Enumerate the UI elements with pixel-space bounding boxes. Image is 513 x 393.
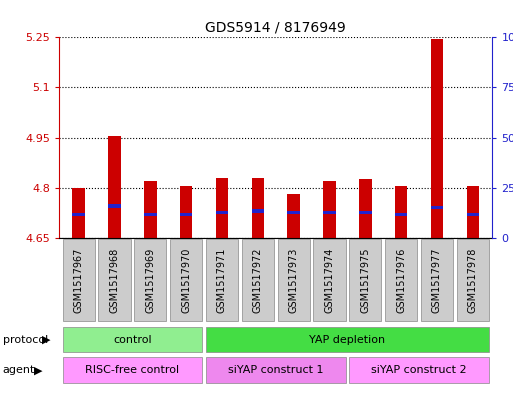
FancyBboxPatch shape <box>313 239 346 321</box>
Bar <box>108 136 121 238</box>
FancyBboxPatch shape <box>349 358 489 383</box>
FancyBboxPatch shape <box>98 239 131 321</box>
Bar <box>323 211 336 214</box>
Text: YAP depletion: YAP depletion <box>309 334 385 345</box>
FancyBboxPatch shape <box>63 239 95 321</box>
Bar <box>144 181 156 238</box>
FancyBboxPatch shape <box>457 239 489 321</box>
FancyBboxPatch shape <box>63 358 202 383</box>
Bar <box>431 206 443 209</box>
Text: GSM1517974: GSM1517974 <box>325 247 334 313</box>
FancyBboxPatch shape <box>134 239 167 321</box>
Bar <box>466 186 479 238</box>
Bar <box>395 213 407 216</box>
FancyBboxPatch shape <box>421 239 453 321</box>
Bar <box>287 211 300 214</box>
Text: GSM1517976: GSM1517976 <box>396 247 406 313</box>
FancyBboxPatch shape <box>385 239 417 321</box>
Text: siYAP construct 2: siYAP construct 2 <box>371 365 467 375</box>
Text: GSM1517969: GSM1517969 <box>145 247 155 313</box>
FancyBboxPatch shape <box>206 358 346 383</box>
Text: ▶: ▶ <box>42 334 51 345</box>
Title: GDS5914 / 8176949: GDS5914 / 8176949 <box>205 21 346 35</box>
Bar <box>359 179 371 238</box>
Text: GSM1517971: GSM1517971 <box>217 247 227 313</box>
FancyBboxPatch shape <box>349 239 382 321</box>
Text: GSM1517973: GSM1517973 <box>289 247 299 313</box>
Text: GSM1517975: GSM1517975 <box>360 247 370 313</box>
Bar <box>359 211 371 214</box>
Text: GSM1517970: GSM1517970 <box>181 247 191 313</box>
Text: GSM1517977: GSM1517977 <box>432 247 442 313</box>
FancyBboxPatch shape <box>170 239 202 321</box>
FancyBboxPatch shape <box>206 239 238 321</box>
Bar <box>431 39 443 238</box>
Bar <box>287 194 300 238</box>
FancyBboxPatch shape <box>63 327 202 352</box>
Text: ▶: ▶ <box>34 365 43 375</box>
Text: protocol: protocol <box>3 334 48 345</box>
FancyBboxPatch shape <box>206 327 489 352</box>
Text: GSM1517972: GSM1517972 <box>253 247 263 313</box>
Bar <box>72 188 85 238</box>
Bar <box>251 178 264 238</box>
Bar <box>144 213 156 216</box>
Bar <box>251 209 264 213</box>
Text: GSM1517967: GSM1517967 <box>74 247 84 313</box>
Bar <box>180 186 192 238</box>
Bar <box>323 181 336 238</box>
Text: control: control <box>113 334 152 345</box>
Bar <box>216 178 228 238</box>
Bar <box>466 213 479 216</box>
Text: RISC-free control: RISC-free control <box>85 365 180 375</box>
Bar <box>216 211 228 214</box>
Text: agent: agent <box>3 365 35 375</box>
Bar <box>72 213 85 216</box>
Bar <box>395 186 407 238</box>
Text: GSM1517978: GSM1517978 <box>468 247 478 313</box>
Bar <box>108 204 121 208</box>
Text: siYAP construct 1: siYAP construct 1 <box>228 365 324 375</box>
Bar <box>180 213 192 216</box>
FancyBboxPatch shape <box>278 239 310 321</box>
FancyBboxPatch shape <box>242 239 274 321</box>
Text: GSM1517968: GSM1517968 <box>109 247 120 313</box>
